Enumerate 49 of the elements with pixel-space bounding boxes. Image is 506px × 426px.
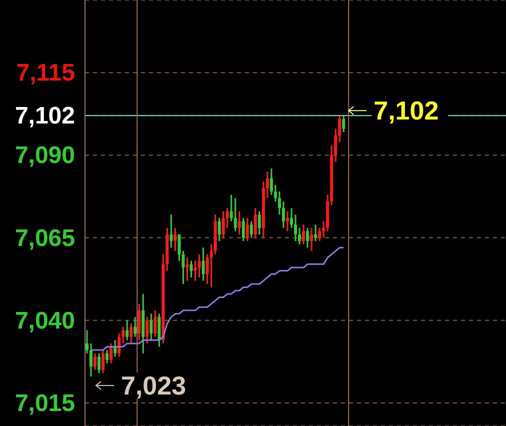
y-tick-label: 7,115 bbox=[16, 60, 75, 87]
y-tick-label: 7,102 bbox=[14, 102, 75, 130]
candlestick bbox=[170, 214, 173, 248]
candlestick bbox=[182, 250, 185, 285]
y-tick-label: 7,015 bbox=[14, 390, 75, 417]
candlestick bbox=[318, 227, 322, 242]
candlestick bbox=[102, 349, 105, 374]
candlestick bbox=[254, 207, 257, 239]
candlestick bbox=[158, 312, 161, 348]
candlestick bbox=[302, 224, 306, 246]
annotation: 7,023 bbox=[121, 370, 186, 400]
candlestick bbox=[94, 352, 97, 371]
candlestick bbox=[258, 210, 261, 236]
candlestick bbox=[198, 254, 201, 278]
candlestick bbox=[342, 114, 346, 133]
candlestick bbox=[234, 197, 237, 232]
y-tick-label: 7,065 bbox=[14, 224, 75, 252]
candlestick bbox=[98, 352, 101, 374]
candlestick bbox=[190, 260, 193, 278]
candlestick bbox=[174, 227, 177, 252]
candlestick bbox=[134, 316, 137, 338]
candlestick bbox=[306, 227, 310, 248]
candlestick bbox=[294, 214, 297, 242]
candlestick bbox=[314, 224, 318, 242]
candlestick bbox=[250, 220, 253, 239]
candlestick bbox=[238, 210, 241, 236]
candlestick bbox=[118, 332, 121, 358]
candlestick bbox=[130, 322, 133, 344]
candlestick bbox=[110, 342, 113, 364]
annotation: 7,102 bbox=[374, 96, 439, 126]
candlestick bbox=[114, 339, 117, 358]
candlestick bbox=[154, 310, 157, 338]
candlestick bbox=[298, 227, 302, 246]
candlestick bbox=[310, 227, 314, 252]
candlestick bbox=[138, 303, 141, 341]
candlestick bbox=[218, 217, 221, 242]
candlestick bbox=[246, 217, 249, 242]
candlestick bbox=[222, 210, 225, 239]
candlestick bbox=[282, 200, 285, 229]
candlestick bbox=[126, 320, 129, 341]
candlestick bbox=[106, 349, 109, 364]
candlestick bbox=[146, 316, 149, 344]
candlestick bbox=[286, 210, 289, 232]
candlestick bbox=[202, 246, 205, 282]
y-tick-label: 7,040 bbox=[14, 307, 75, 334]
y-tick-label: 7,090 bbox=[14, 142, 75, 170]
candlestick bbox=[242, 217, 245, 242]
candlestick bbox=[186, 256, 189, 282]
candlestick bbox=[150, 312, 153, 341]
